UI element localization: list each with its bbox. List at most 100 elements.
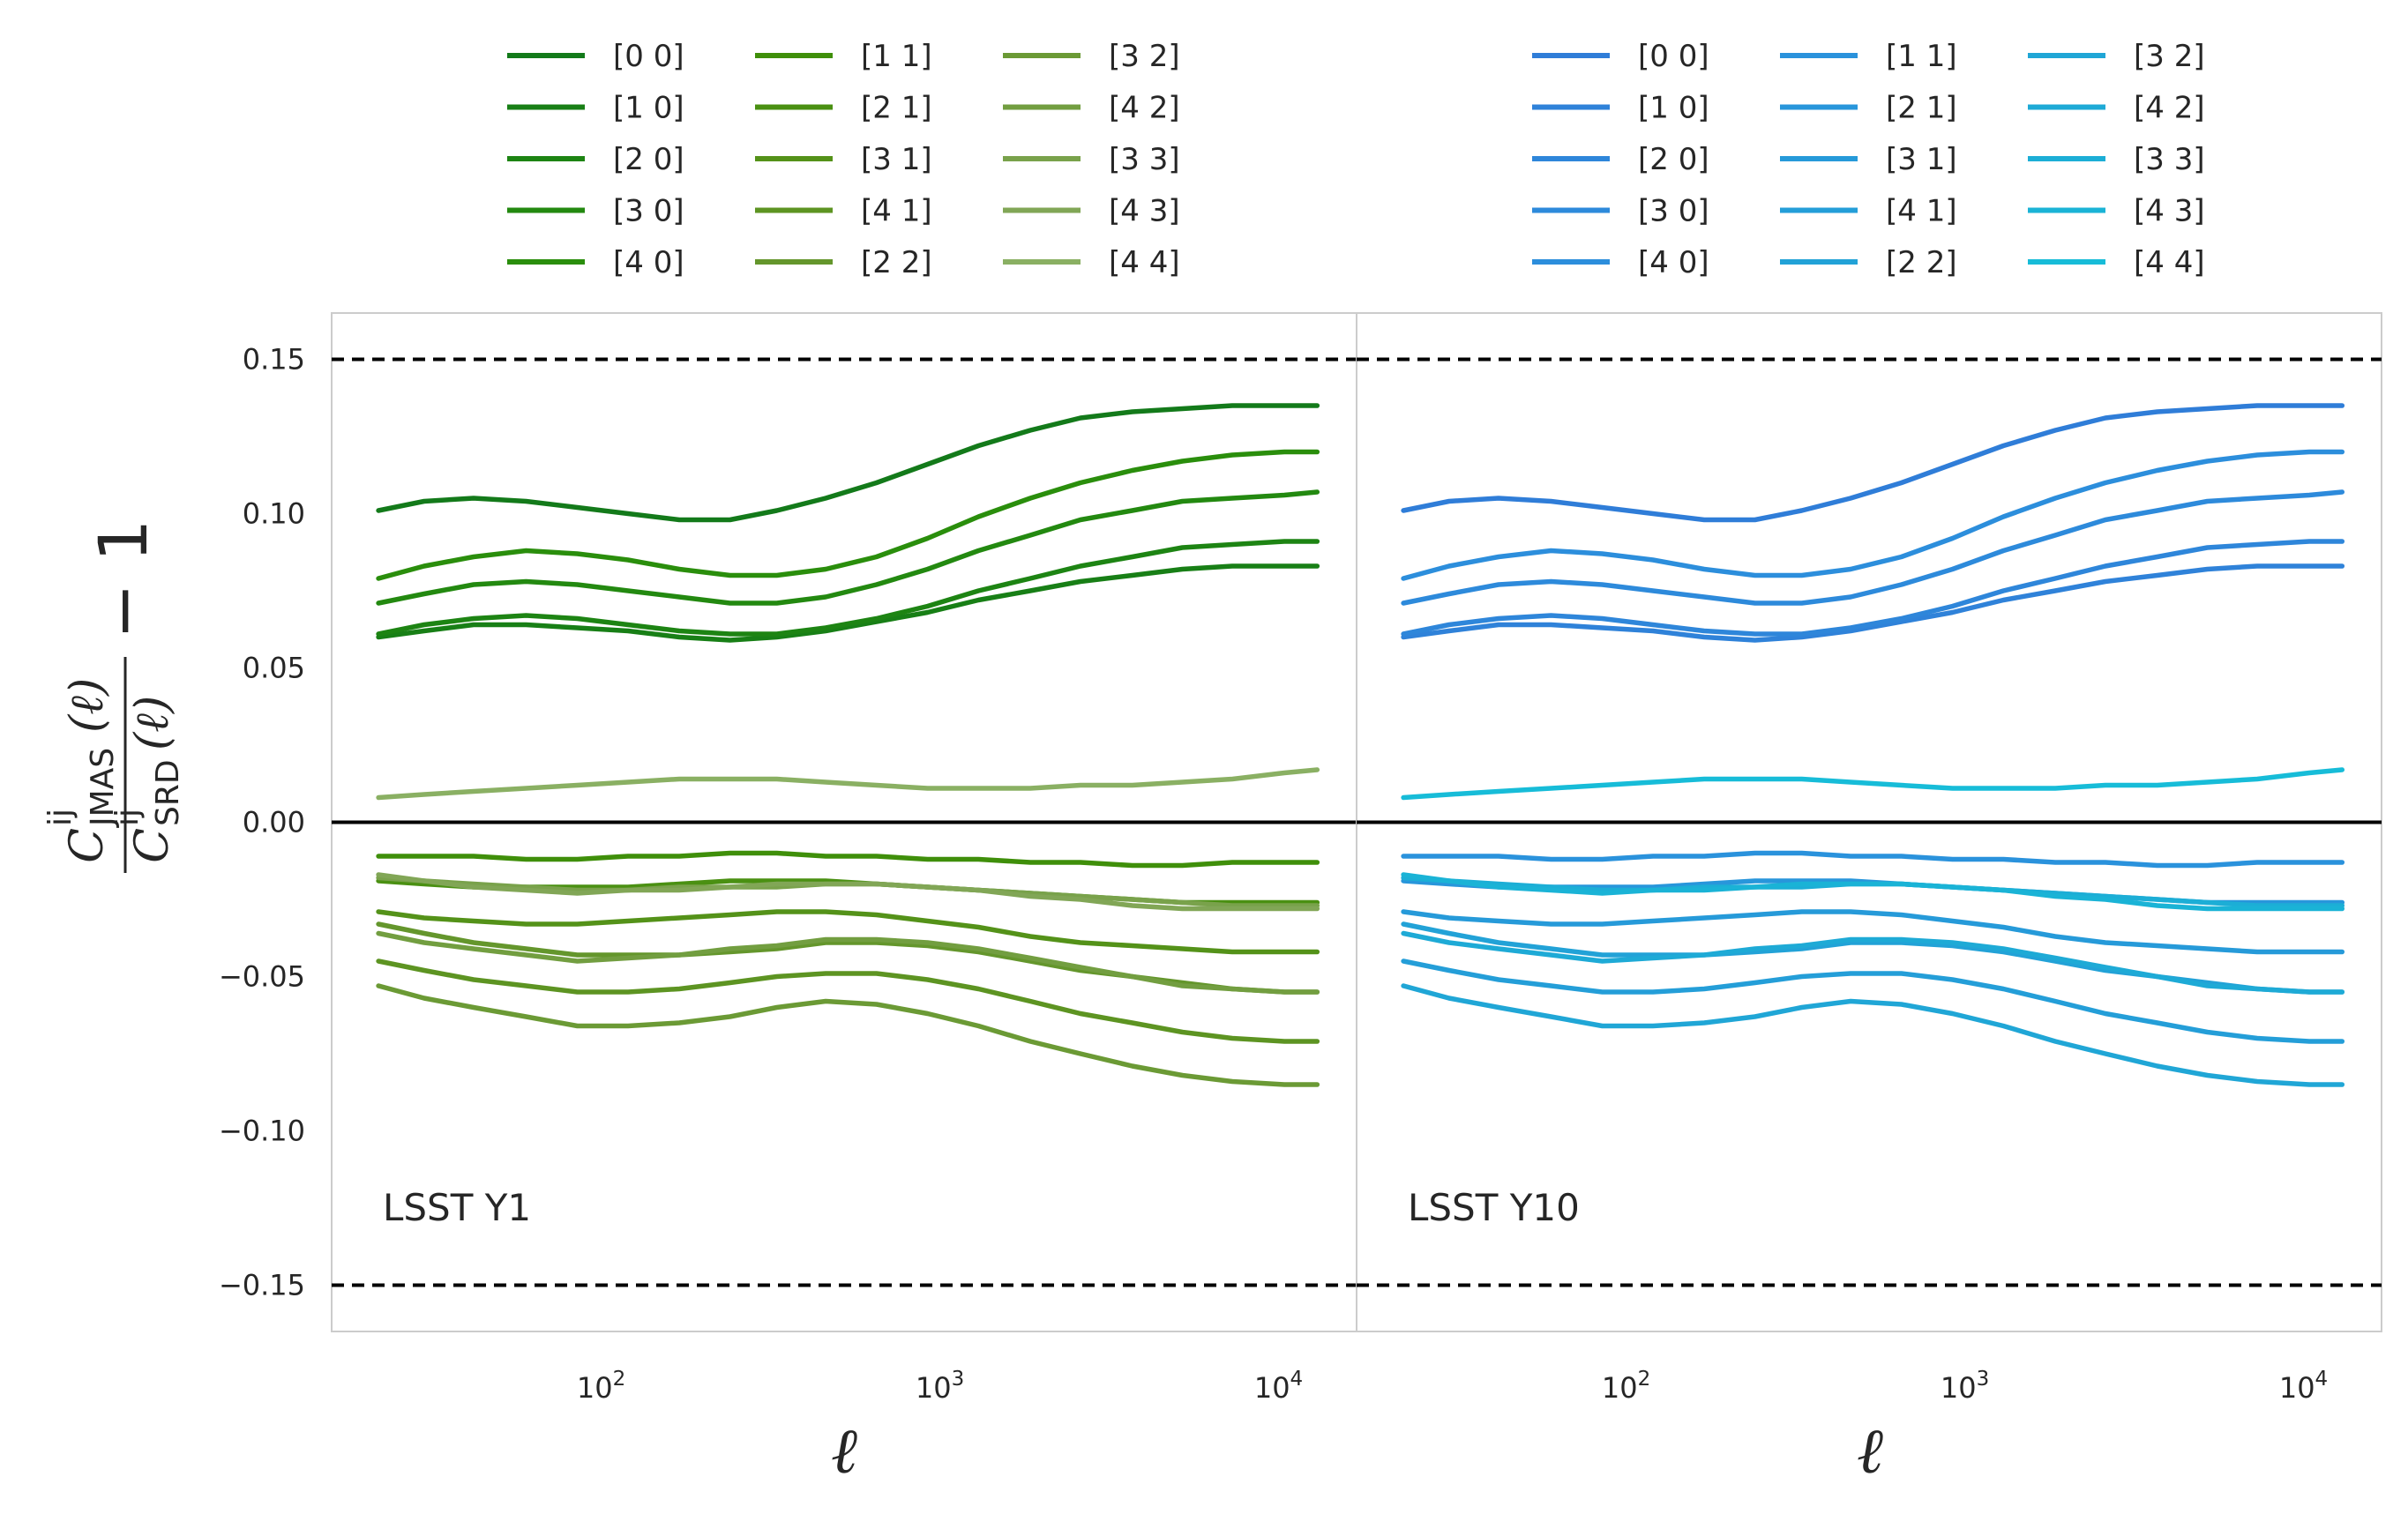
legend-item: [4 4] bbox=[1003, 245, 1180, 280]
x-tick-label: 103 bbox=[1941, 1368, 1989, 1405]
legend-label: [4 0] bbox=[613, 245, 684, 280]
series-line-4-3 bbox=[1401, 872, 2345, 912]
series-line-2-0 bbox=[376, 539, 1320, 637]
series-line-3-2 bbox=[1401, 983, 2345, 1087]
legend-item: [2 1] bbox=[755, 91, 932, 126]
legend-item: [4 2] bbox=[1003, 91, 1180, 126]
ylabel-num-sup: ij bbox=[42, 809, 79, 826]
series-line-1-0 bbox=[1401, 563, 2345, 643]
legend-label: [1 1] bbox=[861, 39, 932, 74]
legend-label: [0 0] bbox=[613, 39, 684, 74]
legend-item: [4 2] bbox=[2028, 91, 2205, 126]
chart-panels: LSST Y1 102 103 104 0.15 0.10 0.05 0.00 −0.05 −0.… bbox=[219, 39, 2382, 1405]
series-line-2-2 bbox=[1401, 921, 2345, 995]
x-axis-label-right: ℓ bbox=[1857, 1413, 1883, 1488]
y-tick-label: −0.05 bbox=[219, 960, 305, 994]
series-line-4-3 bbox=[376, 872, 1320, 912]
y-tick-label: −0.15 bbox=[219, 1269, 305, 1302]
series-line-4-2 bbox=[1401, 930, 2345, 995]
ylabel-den-arg: (ℓ) bbox=[126, 696, 179, 750]
legend-item: [4 3] bbox=[1003, 194, 1180, 229]
x-tick-label: 103 bbox=[916, 1368, 964, 1405]
legend-label: [3 2] bbox=[1109, 39, 1180, 74]
series-line-1-1 bbox=[376, 850, 1320, 869]
ylabel-den-sup: ij bbox=[109, 809, 146, 826]
series-line-3-1 bbox=[376, 909, 1320, 955]
legend-label: [4 3] bbox=[1109, 194, 1180, 229]
series-line-2-0 bbox=[1401, 539, 2345, 637]
legend-label: [3 2] bbox=[2134, 39, 2205, 74]
legend-label: [3 0] bbox=[1638, 194, 1709, 229]
legend-item: [4 4] bbox=[2028, 245, 2205, 280]
ylabel-den-main: C bbox=[126, 828, 179, 863]
series-line-4-4 bbox=[376, 767, 1320, 801]
series-line-4-1 bbox=[376, 958, 1320, 1044]
series-line-0-0 bbox=[1401, 403, 2345, 523]
legend-label: [4 3] bbox=[2134, 194, 2205, 229]
legend-item: [0 0] bbox=[507, 39, 684, 74]
legend-item: [3 3] bbox=[2028, 142, 2205, 177]
series-line-1-0 bbox=[376, 563, 1320, 643]
legend-label: [3 1] bbox=[1886, 142, 1957, 177]
legend-panel-1: [0 0] [1 0] [2 0] [3 0] [4 0] [1 1] [2 1] [3 1]… bbox=[507, 39, 1180, 280]
legend-label: [2 0] bbox=[1638, 142, 1709, 177]
x-axis-label-left: ℓ bbox=[831, 1413, 857, 1488]
legend-item: [1 1] bbox=[1780, 39, 1957, 74]
series-line-4-2 bbox=[376, 930, 1320, 995]
series-line-3-0 bbox=[1401, 489, 2345, 606]
y-tick-label: −0.10 bbox=[219, 1115, 305, 1148]
legend-label: [1 0] bbox=[1638, 91, 1709, 126]
series-line-3-2 bbox=[376, 983, 1320, 1087]
legend-item: [3 2] bbox=[1003, 39, 1180, 74]
series-line-4-4 bbox=[1401, 767, 2345, 801]
panel-label: LSST Y10 bbox=[1408, 1186, 1580, 1229]
legend-item: [2 1] bbox=[1780, 91, 1957, 126]
legend-item: [3 0] bbox=[1532, 194, 1709, 229]
chart-panel-2: LSST Y10 102 103 104 [0 0] [1 0] [2 0] [3 0] [4 … bbox=[1356, 39, 2382, 1405]
legend-label: [0 0] bbox=[1638, 39, 1709, 74]
legend-item: [4 0] bbox=[507, 245, 684, 280]
legend-item: [4 0] bbox=[1532, 245, 1709, 280]
legend-item: [3 0] bbox=[507, 194, 684, 229]
legend-item: [3 3] bbox=[1003, 142, 1180, 177]
ylabel-num-main: C bbox=[61, 828, 114, 863]
legend-label: [4 1] bbox=[861, 194, 932, 229]
series-line-3-1 bbox=[1401, 909, 2345, 955]
legend-label: [2 1] bbox=[1886, 91, 1957, 126]
y-tick-label: 0.00 bbox=[243, 806, 305, 839]
series-line-4-0 bbox=[376, 449, 1320, 581]
series-line-4-1 bbox=[1401, 958, 2345, 1044]
legend-label: [4 2] bbox=[2134, 91, 2205, 126]
legend-label: [3 3] bbox=[2134, 142, 2205, 177]
ylabel-minus-one: − 1 bbox=[84, 519, 162, 639]
x-tick-label: 102 bbox=[1602, 1368, 1650, 1405]
legend-item: [2 2] bbox=[755, 245, 932, 280]
legend-item: [0 0] bbox=[1532, 39, 1709, 74]
series-line-2-2 bbox=[376, 921, 1320, 995]
legend-label: [2 2] bbox=[861, 245, 932, 280]
legend-item: [1 0] bbox=[507, 91, 684, 126]
legend-label: [3 3] bbox=[1109, 142, 1180, 177]
legend-label: [4 4] bbox=[2134, 245, 2205, 280]
legend-item: [2 2] bbox=[1780, 245, 1957, 280]
legend-label: [1 0] bbox=[613, 91, 684, 126]
ylabel-num-sub: JMAS bbox=[85, 748, 121, 828]
ylabel-den-sub: SRD bbox=[150, 759, 186, 826]
y-tick-label: 0.10 bbox=[243, 497, 305, 531]
legend-label: [4 2] bbox=[1109, 91, 1180, 126]
legend-label: [2 2] bbox=[1886, 245, 1957, 280]
legend-item: [1 0] bbox=[1532, 91, 1709, 126]
legend-label: [1 1] bbox=[1886, 39, 1957, 74]
legend-item: [4 1] bbox=[1780, 194, 1957, 229]
series-line-1-1 bbox=[1401, 850, 2345, 869]
legend-label: [4 1] bbox=[1886, 194, 1957, 229]
x-tick-label: 104 bbox=[2279, 1368, 2328, 1405]
legend-item: [3 1] bbox=[755, 142, 932, 177]
legend-label: [2 0] bbox=[613, 142, 684, 177]
legend-item: [1 1] bbox=[755, 39, 932, 74]
legend-item: [3 2] bbox=[2028, 39, 2205, 74]
y-tick-label: 0.15 bbox=[243, 343, 305, 377]
x-tick-label: 102 bbox=[577, 1368, 625, 1405]
